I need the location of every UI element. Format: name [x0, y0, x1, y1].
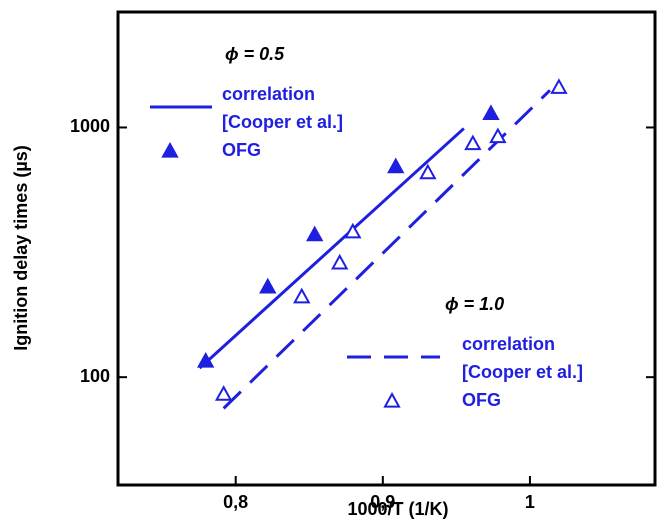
data-point: [489, 127, 507, 144]
x-tick-label: 0,8: [223, 492, 248, 512]
data-point: [214, 385, 233, 401]
x-axis-title: 1000/T (1/K): [347, 499, 448, 519]
data-point: [259, 277, 277, 294]
data-point: [550, 78, 568, 94]
y-axis-title: Ignition delay times (µs): [11, 145, 31, 350]
legend-label: [Cooper et al.]: [462, 362, 583, 382]
data-point: [293, 287, 311, 304]
legend-label: OFG: [462, 390, 501, 410]
legend-swatch: [161, 141, 179, 158]
data-point: [196, 352, 215, 368]
data-point: [306, 225, 324, 242]
data-point: [419, 163, 437, 180]
legend-label: [Cooper et al.]: [222, 112, 343, 132]
legend-title: ϕ = 1.0: [445, 294, 504, 314]
data-point: [387, 157, 405, 174]
legend-title: ϕ = 0.5: [225, 44, 285, 64]
y-tick-label: 100: [80, 366, 110, 386]
x-tick-label: 0,9: [370, 492, 395, 512]
x-tick-label: 1: [525, 492, 535, 512]
data-point: [331, 253, 349, 270]
legend-label: correlation: [462, 334, 555, 354]
series-line: [198, 127, 465, 370]
data-point: [482, 104, 500, 121]
legend-swatch: [383, 391, 401, 408]
plot-frame: [116, 10, 657, 487]
data-point: [344, 222, 362, 239]
legend-label: correlation: [222, 84, 315, 104]
legend-label: OFG: [222, 140, 261, 160]
data-point: [464, 134, 482, 151]
series-line: [222, 89, 552, 410]
y-tick-label: 1000: [70, 116, 110, 136]
